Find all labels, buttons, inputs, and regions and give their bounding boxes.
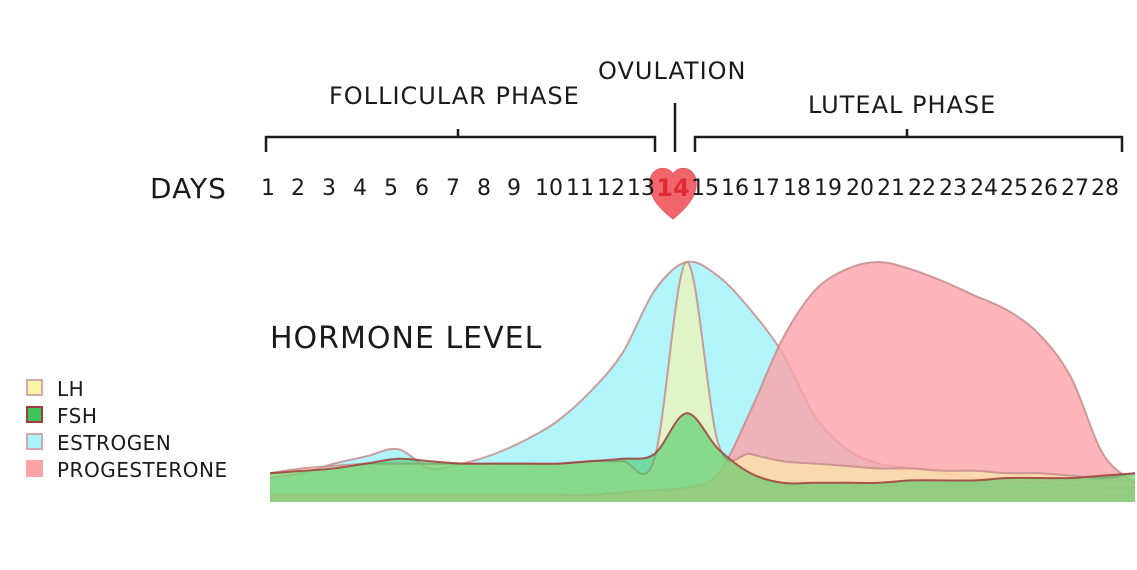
day-number: 1 <box>261 176 275 201</box>
legend-label-fsh: FSH <box>57 404 98 428</box>
day-number: 16 <box>721 176 749 201</box>
lh-swatch <box>26 379 43 396</box>
ovulation-label: OVULATION <box>598 57 747 85</box>
progesterone-area <box>270 262 1135 502</box>
luteal-phase-label: LUTEAL PHASE <box>808 91 997 119</box>
day-number: 6 <box>415 176 429 201</box>
day-number: 15 <box>691 176 719 201</box>
day-number: 22 <box>908 176 936 201</box>
fsh-area <box>270 413 1135 502</box>
day-number: 17 <box>752 176 780 201</box>
day-number: 2 <box>291 176 305 201</box>
day-number: 9 <box>507 176 521 201</box>
day-number: 3 <box>322 176 336 201</box>
day-number: 10 <box>535 176 563 201</box>
legend-label-progesterone: PROGESTERONE <box>57 458 228 482</box>
day-number: 21 <box>877 176 905 201</box>
day-number: 24 <box>970 176 998 201</box>
day-number: 7 <box>446 176 460 201</box>
day-number: 13 <box>627 176 655 201</box>
fsh-line <box>269 412 1136 485</box>
day-number: 12 <box>597 176 625 201</box>
luteal-bracket <box>693 135 1124 152</box>
lh-area <box>270 261 1135 502</box>
day-number: 27 <box>1061 176 1089 201</box>
ovulation-day-number: 14 <box>656 174 690 202</box>
day-number: 11 <box>566 176 594 201</box>
hormone-level-label: HORMONE LEVEL <box>270 321 543 356</box>
legend-label-lh: LH <box>57 377 85 401</box>
day-number: 4 <box>353 176 367 201</box>
day-number: 23 <box>939 176 967 201</box>
fsh-swatch <box>26 406 43 423</box>
day-number: 26 <box>1030 176 1058 201</box>
day-number: 18 <box>783 176 811 201</box>
follicular-phase-label: FOLLICULAR PHASE <box>329 82 580 110</box>
heart-icon <box>649 167 697 220</box>
day-number: 28 <box>1091 176 1119 201</box>
day-number: 20 <box>846 176 874 201</box>
day-number: 19 <box>814 176 842 201</box>
day-number: 5 <box>384 176 398 201</box>
days-label: DAYS <box>150 172 227 205</box>
day-number: 25 <box>1000 176 1028 201</box>
day-number: 8 <box>477 176 491 201</box>
legend-label-estrogen: ESTROGEN <box>57 431 172 455</box>
follicular-bracket <box>264 135 657 152</box>
estrogen-swatch <box>26 433 43 450</box>
progesterone-swatch <box>26 460 43 477</box>
